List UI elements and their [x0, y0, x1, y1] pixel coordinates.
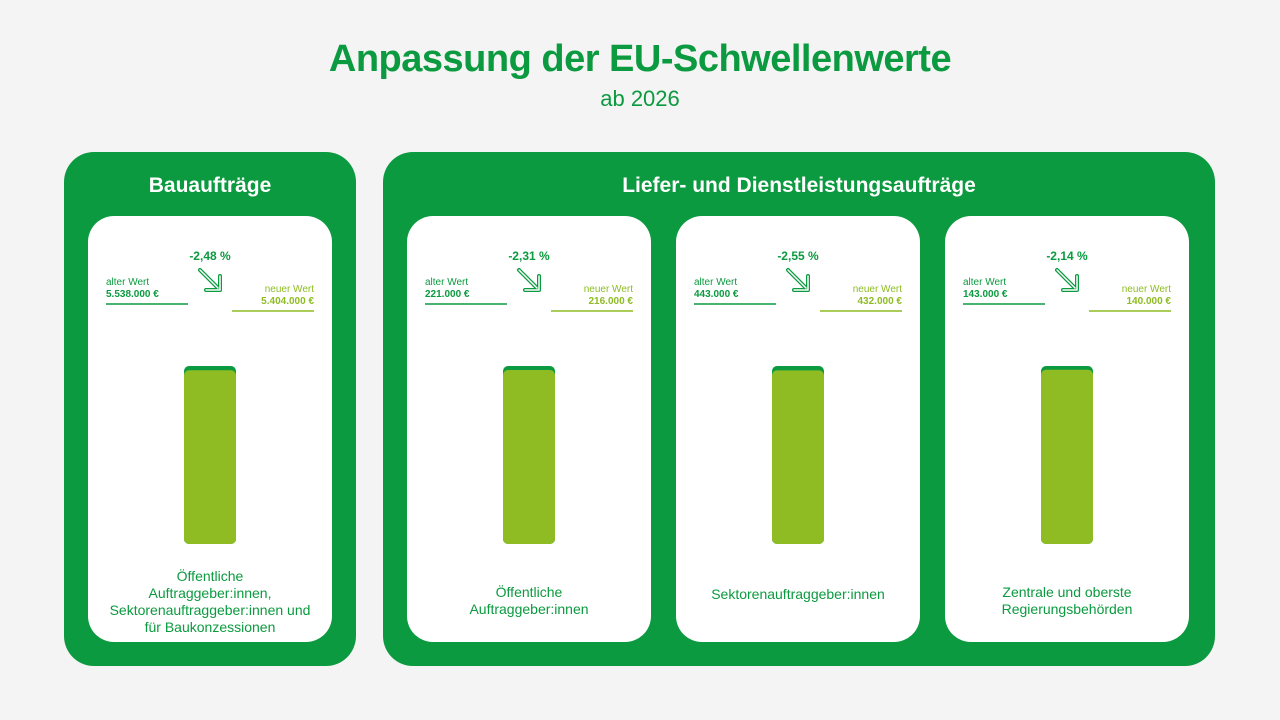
new-value-label: neuer Wert 216.000 €: [584, 284, 633, 308]
change-percent-label: -2,31 %: [508, 249, 550, 263]
new-value-amount: 140.000 €: [1126, 296, 1172, 307]
category-label-line: Regierungsbehörden: [1001, 601, 1133, 617]
threshold-card: -2,55 % alter Wert 443.000 € neuer Wert 432.…: [676, 216, 920, 642]
change-percent-label: -2,14 %: [1046, 249, 1088, 263]
old-value-label: alter Wert 221.000 €: [425, 277, 470, 301]
old-value-caption: alter Wert: [963, 277, 1007, 288]
old-value-label: alter Wert 5.538.000 €: [106, 277, 159, 301]
arrow-down-right-icon: [786, 268, 810, 292]
change-percent-label: -2,55 %: [777, 249, 819, 263]
arrow-down-right-icon: [517, 268, 541, 292]
old-value-label: alter Wert 443.000 €: [694, 277, 739, 301]
old-value-label: alter Wert 143.000 €: [963, 277, 1008, 301]
category-label-line: Öffentliche: [495, 584, 563, 600]
category-label: Zentrale und oberste Regierungsbehörden: [955, 584, 1179, 618]
arrow-down-right-icon: [1055, 268, 1079, 292]
new-value-amount: 432.000 €: [857, 296, 903, 307]
old-value-amount: 221.000 €: [425, 289, 470, 300]
category-label-line: Auftraggeber:innen,: [148, 585, 272, 601]
new-value-caption: neuer Wert: [852, 284, 902, 295]
threshold-card: -2,31 % alter Wert 221.000 € neuer Wert 216.…: [407, 216, 651, 642]
new-value-amount: 216.000 €: [588, 296, 634, 307]
bar-chart-svg: [106, 268, 314, 544]
category-label: Öffentliche Auftraggeber:innen: [417, 584, 641, 618]
group-title: Liefer- und Dienstleistungsaufträge: [622, 174, 976, 197]
page-title: Anpassung der EU-Schwellenwerte: [328, 38, 952, 80]
category-label: Öffentliche Auftraggeber:innen, Sektorenau…: [98, 568, 322, 636]
old-value-caption: alter Wert: [106, 277, 150, 288]
new-value-caption: neuer Wert: [264, 284, 314, 295]
page-subtitle: ab 2026: [600, 86, 680, 111]
new-value-bar: [503, 370, 555, 544]
new-value-bar: [1041, 369, 1093, 544]
new-value-bar: [184, 370, 236, 544]
arrow-down-right-icon: [198, 268, 222, 292]
group-bauauftraege: Bauaufträge -2,48 % alter Wert 5.538.000 €…: [64, 152, 356, 666]
new-value-label: neuer Wert 5.404.000 €: [261, 284, 314, 308]
category-label-line: Zentrale und oberste: [1002, 584, 1132, 600]
category-label-line: Auftraggeber:innen: [469, 601, 589, 617]
old-value-caption: alter Wert: [694, 277, 738, 288]
old-value-amount: 143.000 €: [963, 289, 1008, 300]
old-value-caption: alter Wert: [425, 277, 469, 288]
old-value-amount: 5.538.000 €: [106, 289, 159, 300]
category-label-line: für Baukonzessionen: [144, 619, 276, 635]
group-title: Bauaufträge: [148, 174, 272, 197]
threshold-card: -2,14 % alter Wert 143.000 € neuer Wert 140.…: [945, 216, 1189, 642]
change-percent-label: -2,48 %: [189, 249, 231, 263]
new-value-caption: neuer Wert: [583, 284, 633, 295]
bar-chart-svg: [694, 268, 902, 544]
new-value-bar: [772, 370, 824, 544]
group-liefer-dienstleistungsauftraege: Liefer- und Dienstleistungsaufträge -2,3…: [383, 152, 1215, 666]
new-value-caption: neuer Wert: [1121, 284, 1171, 295]
new-value-amount: 5.404.000 €: [261, 296, 314, 307]
new-value-label: neuer Wert 140.000 €: [1122, 284, 1171, 308]
category-label-line: Sektorenauftraggeber:innen: [711, 586, 885, 602]
category-label-line: Sektorenauftraggeber:innen und: [109, 602, 311, 618]
category-label-line: Öffentliche: [176, 568, 244, 584]
threshold-card: -2,48 % alter Wert 5.538.000 € neuer Wert 5.…: [88, 216, 332, 642]
new-value-label: neuer Wert 432.000 €: [853, 284, 902, 308]
bar-chart-svg: [425, 268, 633, 544]
category-label: Sektorenauftraggeber:innen: [686, 586, 910, 603]
old-value-amount: 443.000 €: [694, 289, 739, 300]
bar-chart-svg: [963, 268, 1171, 544]
